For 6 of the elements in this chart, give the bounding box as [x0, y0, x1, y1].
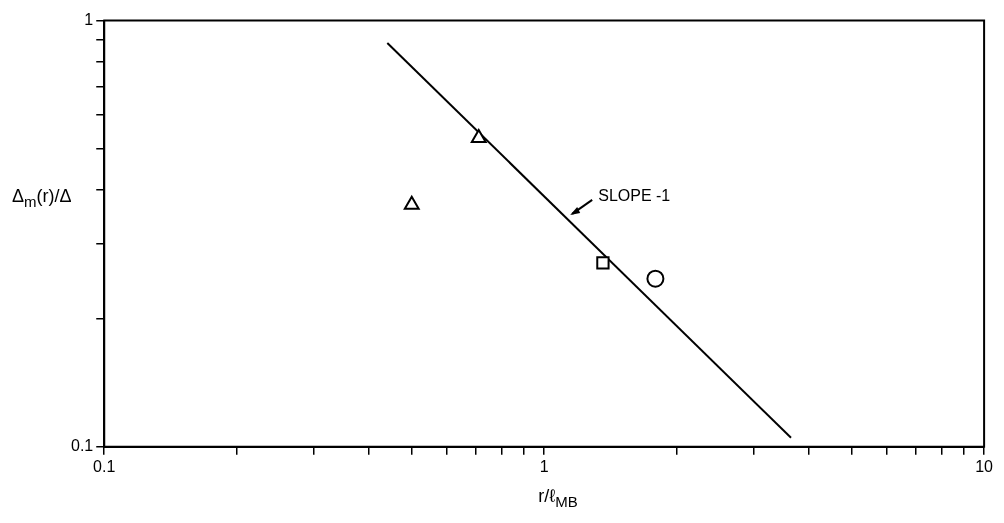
x-axis-title: r/ℓ$_{MB}$ [537, 486, 579, 510]
x-tick-label: 1 [539, 457, 549, 475]
x-tick-label: 0.1 [93, 457, 116, 475]
y-axis-title: Δ$_{m}$(r)/Δ [12, 186, 72, 210]
x-tick-label: 10 [975, 457, 994, 475]
annotation: SLOPE -1 [598, 187, 671, 205]
